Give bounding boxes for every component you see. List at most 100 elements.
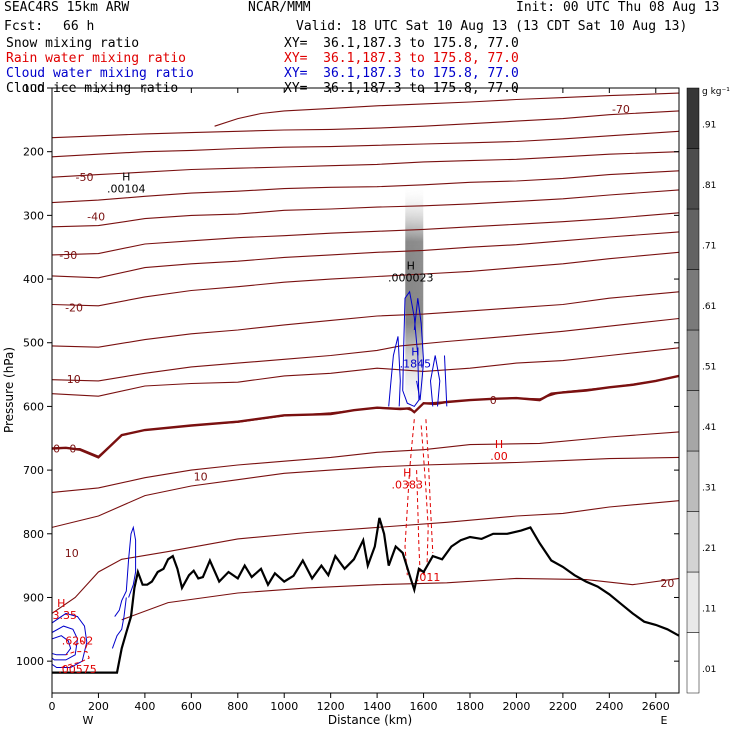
isotherm-label: -50 <box>76 171 94 184</box>
isotherm-label: 10 <box>194 470 208 483</box>
shaded-plume <box>405 183 424 416</box>
colorbar-label: .61 <box>702 302 716 312</box>
rain-water-contour <box>61 651 90 668</box>
extremum-marker: H <box>122 170 130 183</box>
x-end-label-west: W <box>83 714 94 727</box>
isotherm-line <box>52 317 679 382</box>
extremum-marker: H <box>495 438 503 451</box>
colorbar-label: .71 <box>702 241 716 251</box>
isotherm-line <box>52 431 679 493</box>
rain-water-contour <box>416 470 421 573</box>
isotherm-label: 0 <box>53 442 60 455</box>
cloud-water-contour <box>114 525 137 617</box>
isotherm-line <box>52 456 679 528</box>
extremum-value: 13.35 <box>46 609 78 622</box>
colorbar-segment <box>686 450 700 512</box>
colorbar-segment <box>686 329 700 391</box>
fcst-value: 66 h <box>63 19 95 34</box>
field-name-snow: Snow mixing ratio <box>6 36 140 51</box>
extremum-value: .000023 <box>388 272 434 285</box>
init-label: Init: 00 UTC Thu 08 Aug 13 <box>516 0 720 15</box>
isotherm-line <box>52 231 679 279</box>
colorbar-label: .91 <box>702 120 716 130</box>
colorbar-segment <box>686 571 700 633</box>
extremum-marker: H <box>57 597 65 610</box>
isotherm-line <box>52 500 679 614</box>
x-tick-label: 800 <box>227 700 248 713</box>
isotherm-line <box>52 151 679 178</box>
x-tick-label: 0 <box>49 700 56 713</box>
isotherm-label: 20 <box>660 577 674 590</box>
isotherm-line <box>52 291 679 348</box>
isotherm-label: 0 <box>490 394 497 407</box>
colorbar-label: .51 <box>702 362 716 372</box>
isotherm-label: -20 <box>65 302 83 315</box>
colorbar-unit: g kg⁻¹ <box>702 87 730 97</box>
extremum-value: .011 <box>416 571 441 584</box>
cloud-water-contour <box>429 355 441 407</box>
extremum-marker: H <box>407 260 415 273</box>
x-tick-label: 1400 <box>363 700 391 713</box>
isotherm-line <box>52 375 679 457</box>
cloud-water-contour <box>402 290 420 408</box>
cloud-water-contour <box>388 336 401 407</box>
extremum-value: .1845 <box>400 357 432 370</box>
isotherm-label: -30 <box>59 249 77 262</box>
field-name-cloud-water: Cloud water mixing ratio <box>6 66 194 81</box>
x-tick-label: 1600 <box>410 700 438 713</box>
isotherm-label: -40 <box>87 211 105 224</box>
cloud-water-contour <box>413 298 425 401</box>
x-axis-title: Distance (km) <box>328 713 412 727</box>
isotherm-line <box>214 92 679 127</box>
isotherm-line <box>52 110 679 139</box>
x-tick-label: 400 <box>134 700 155 713</box>
x-tick-label: 2200 <box>549 700 577 713</box>
plot-frame <box>51 87 680 694</box>
extremum-value: .00 <box>490 450 508 463</box>
colorbar-segment <box>686 390 700 452</box>
colorbar-segment <box>686 87 700 149</box>
x-tick-label: 2600 <box>642 700 670 713</box>
extremum-value: .6202 <box>62 635 94 648</box>
colorbar-segment <box>686 208 700 270</box>
cloud-water-contour <box>52 625 79 661</box>
x-tick-label: 2000 <box>502 700 530 713</box>
y-tick-label: 700 <box>23 464 44 477</box>
isotherm-line <box>52 251 679 307</box>
x-tick-label: 1200 <box>317 700 345 713</box>
model-title: SEAC4RS 15km ARW <box>4 0 130 15</box>
isotherm-label: 10 <box>65 547 79 560</box>
field-xy-cloud-water: XY= 36.1,187.3 to 175.8, 77.0 <box>284 66 519 81</box>
colorbar-segment <box>686 511 700 573</box>
colorbar-label: .21 <box>702 544 716 554</box>
colorbar-label: .31 <box>702 483 716 493</box>
colorbar-segment <box>686 148 700 210</box>
isotherm-line <box>52 212 679 256</box>
isotherm-line <box>52 170 679 204</box>
x-tick-label: 1800 <box>456 700 484 713</box>
isotherm-line <box>52 189 679 228</box>
isotherm-label: -70 <box>612 103 630 116</box>
y-tick-label: 800 <box>23 528 44 541</box>
x-tick-label: 600 <box>181 700 202 713</box>
colorbar-label: .41 <box>702 423 716 433</box>
isotherm-line <box>52 347 679 397</box>
extremum-value: .00104 <box>107 182 146 195</box>
isotherm-line <box>52 130 679 158</box>
y-tick-label: 600 <box>23 400 44 413</box>
x-tick-label: 200 <box>88 700 109 713</box>
cloud-water-contour <box>111 597 127 649</box>
y-tick-label: 400 <box>23 273 44 286</box>
y-tick-label: 900 <box>23 591 44 604</box>
x-tick-label: 1000 <box>270 700 298 713</box>
y-tick-label: 1000 <box>16 655 44 668</box>
x-end-label-east: E <box>661 714 668 727</box>
freezing-level-line <box>52 374 679 459</box>
field-xy-rain: XY= 36.1,187.3 to 175.8, 77.0 <box>284 51 519 66</box>
colorbar-label: .01 <box>702 665 716 675</box>
y-tick-label: 100 <box>23 82 44 95</box>
colorbar-segment <box>686 632 700 694</box>
cloud-water-contour <box>52 635 72 656</box>
isotherm-label: -10 <box>63 373 81 386</box>
y-tick-label: 200 <box>23 146 44 159</box>
